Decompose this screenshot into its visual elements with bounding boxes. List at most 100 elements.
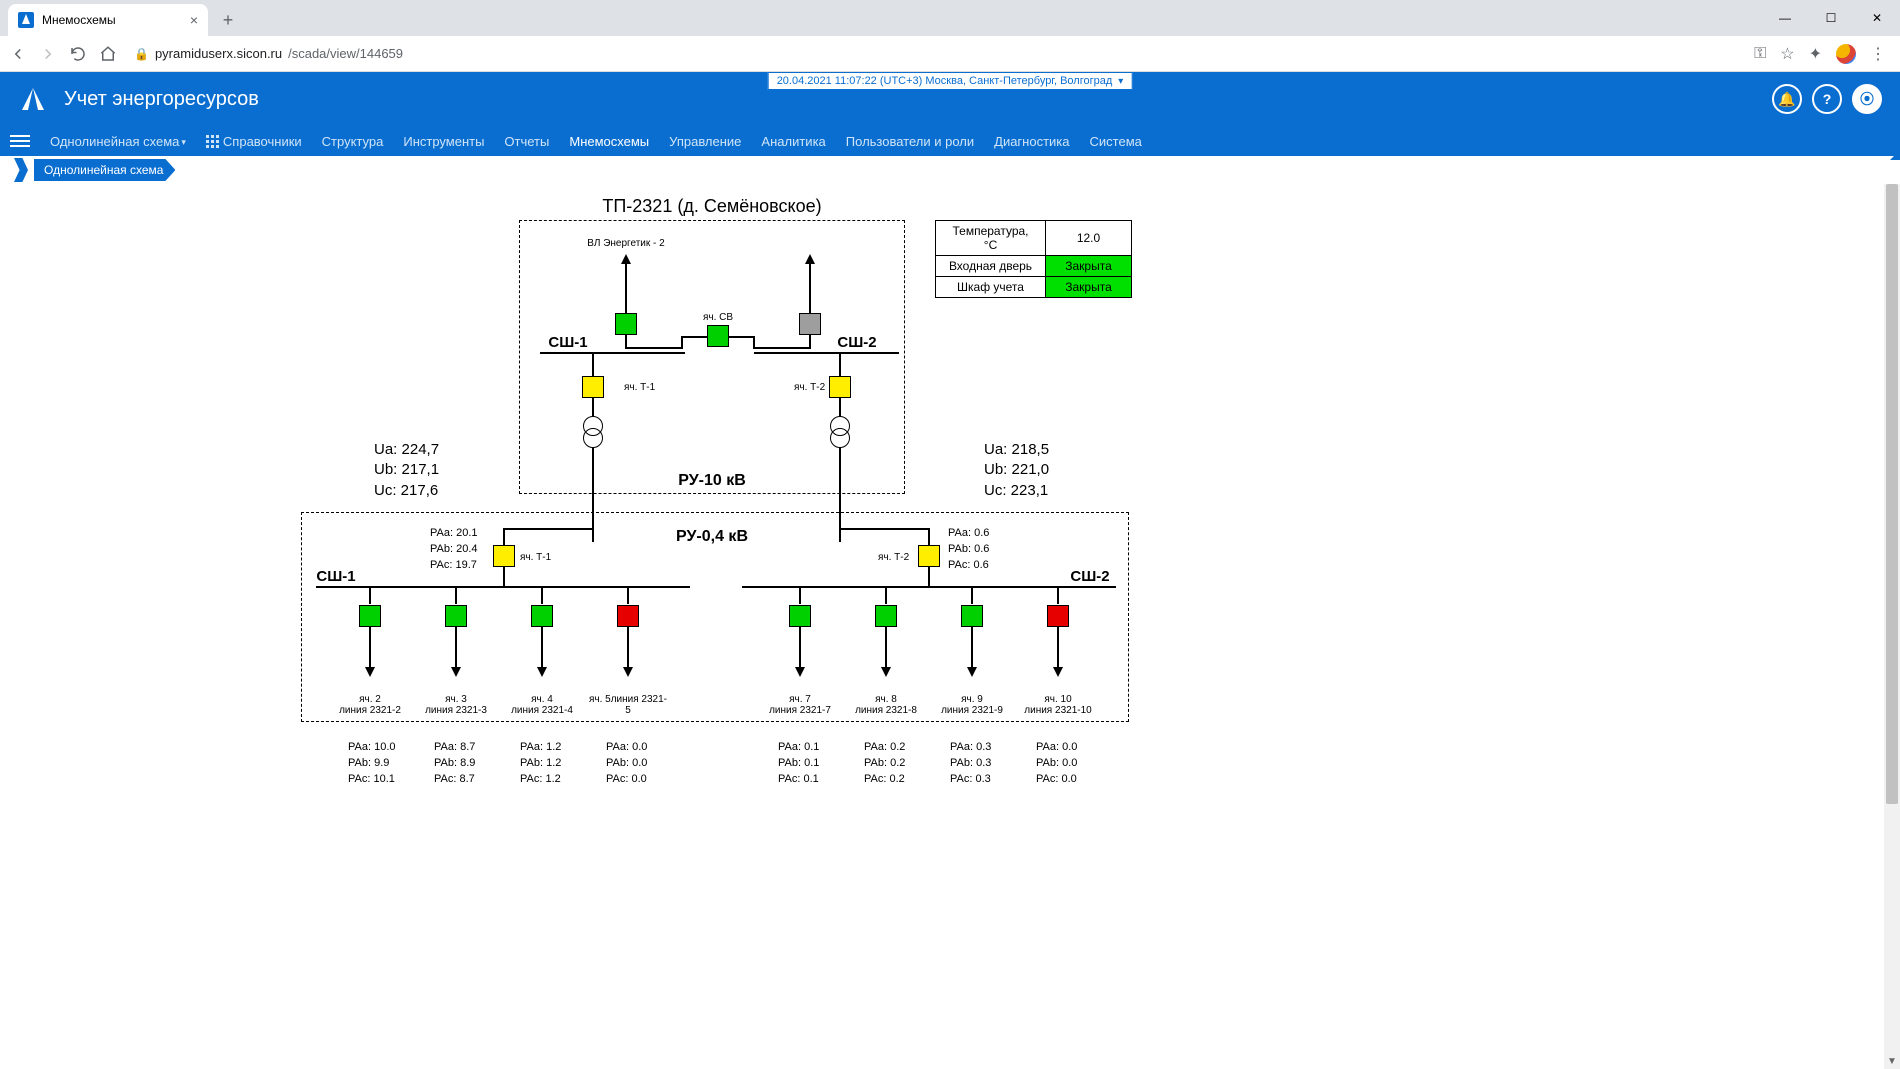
ru04-bus1 [316,586,690,588]
feeder-arrow-6 [967,667,977,677]
feeder-breaker-2[interactable] [531,605,553,627]
t1-stub [592,352,594,376]
feeder-label-5: яч. 8линия 2321-8 [846,694,926,716]
password-key-icon[interactable]: ⚿ [1754,45,1766,63]
url-host: pyramiduserx.sicon.ru [155,46,282,61]
nav-back-icon[interactable] [8,44,28,64]
menu-item-0[interactable]: Однолинейная схема▾ [40,126,196,156]
new-tab-button[interactable]: + [214,6,242,34]
profile-avatar-icon[interactable] [1836,44,1856,64]
feeder-breaker-6[interactable] [961,605,983,627]
window-maximize-button[interactable]: ☐ [1808,0,1854,36]
nav-home-icon[interactable] [98,44,118,64]
breaker-t2-04kv[interactable] [918,545,940,567]
feeder-stub-4 [799,586,801,604]
menu-burger-icon[interactable] [10,135,30,147]
window-close-button[interactable]: ✕ [1854,0,1900,36]
menu-item-3[interactable]: Инструменты [393,126,494,156]
menu-item-6[interactable]: Управление [659,126,751,156]
menu-item-8[interactable]: Пользователи и роли [836,126,984,156]
vertical-scrollbar[interactable]: ▲ ▼ [1884,184,1900,1069]
feeder-breaker-4[interactable] [789,605,811,627]
ru04-tee-r [839,528,929,530]
t1-pre [592,398,594,416]
feeder-stub-0 [369,586,371,604]
feeder-breaker-5[interactable] [875,605,897,627]
menu-item-1[interactable]: Справочники [196,126,312,156]
menu-item-7[interactable]: Аналитика [751,126,835,156]
feeder-arrow-0 [365,667,375,677]
url-field[interactable]: 🔒 pyramiduserx.sicon.ru/scada/view/14465… [134,46,403,61]
sv-h-r [754,347,811,349]
feeder-breaker-0[interactable] [359,605,381,627]
breaker-incomer-1[interactable] [615,313,637,335]
cell-t2-label: яч. Т-2 [794,382,825,393]
sv-top-l [681,336,707,338]
browser-tab[interactable]: Мнемосхемы × [8,4,208,36]
feeder-line-4 [799,627,801,669]
status-label-0: Температура,°С [936,221,1046,256]
ru10-bus1 [540,352,685,354]
ru10-label: РУ-10 кВ [678,472,746,490]
status-label-1: Входная дверь [936,256,1046,277]
menu-item-4[interactable]: Отчеты [494,126,559,156]
feeder-pa-6: PAa: 0.3PAb: 0.3PAc: 0.3 [950,740,991,788]
feeder-stub-2 [541,586,543,604]
ru04-bus2-feed [928,567,930,586]
scroll-down-icon[interactable]: ▼ [1884,1053,1900,1069]
cell-sv-label: яч. СВ [703,312,733,323]
feeder-line-6 [971,627,973,669]
extensions-icon[interactable]: ✦ [1809,44,1822,64]
transformer-1-icon [583,416,603,448]
status-value-2: Закрыта [1046,277,1132,298]
feeder-label-2: яч. 4линия 2321-4 [502,694,582,716]
browser-menu-icon[interactable]: ⋮ [1870,44,1886,64]
breadcrumb[interactable]: Однолинейная схема [34,159,175,181]
timestamp-selector[interactable]: 20.04.2021 11:07:22 (UTC+3) Москва, Санк… [768,72,1133,90]
feeder-line-2 [541,627,543,669]
menu-item-2[interactable]: Структура [312,126,394,156]
notifications-icon[interactable]: 🔔 [1772,84,1802,114]
sv-top-r [729,336,755,338]
scroll-thumb[interactable] [1886,184,1898,804]
ru04-bus1-feed [503,567,505,586]
incomer-right-line [809,262,811,314]
menu-item-10[interactable]: Система [1080,126,1152,156]
tab-close-icon[interactable]: × [190,12,198,28]
menu-item-9[interactable]: Диагностика [984,126,1079,156]
browser-address-bar: 🔒 pyramiduserx.sicon.ru/scada/view/14465… [0,36,1900,72]
feeder-stub-5 [885,586,887,604]
tab-favicon-icon [18,12,34,28]
accessibility-icon[interactable]: ⦿ [1852,84,1882,114]
breaker-t2-10kv[interactable] [829,376,851,398]
t2-pre [839,398,841,416]
breaker-incomer-2[interactable] [799,313,821,335]
window-minimize-button[interactable]: — [1762,0,1808,36]
diagram-title: ТП-2321 (д. Семёновское) [602,196,821,217]
help-icon[interactable]: ? [1812,84,1842,114]
feeder-line-5 [885,627,887,669]
feeder-line-7 [1057,627,1059,669]
feeder-pa-2: PAa: 1.2PAb: 1.2PAc: 1.2 [520,740,561,788]
status-value-1: Закрыта [1046,256,1132,277]
app-main-menu: Однолинейная схема▾СправочникиСтруктураИ… [0,126,1900,156]
breaker-t1-04kv[interactable] [493,545,515,567]
feeder-breaker-1[interactable] [445,605,467,627]
feeder-breaker-7[interactable] [1047,605,1069,627]
feeder-arrow-7 [1053,667,1063,677]
voltages-left: Ua: 224,7Ub: 217,1Uc: 217,6 [374,440,439,501]
feeder-line-1 [455,627,457,669]
menu-item-5[interactable]: Мнемосхемы [559,126,659,156]
bookmark-star-icon[interactable]: ☆ [1780,44,1794,64]
ru04-bus1-label: СШ-1 [316,568,355,585]
nav-reload-icon[interactable] [68,44,88,64]
feeder-breaker-3[interactable] [617,605,639,627]
breaker-sv[interactable] [707,325,729,347]
feeder-pa-1: PAa: 8.7PAb: 8.9PAc: 8.7 [434,740,475,788]
feeder-pa-5: PAa: 0.2PAb: 0.2PAc: 0.2 [864,740,905,788]
breaker-t1-10kv[interactable] [582,376,604,398]
feeder-arrow-5 [881,667,891,677]
status-value-0: 12.0 [1046,221,1132,256]
nav-forward-icon[interactable] [38,44,58,64]
corner-flag-icon[interactable] [1890,150,1900,160]
